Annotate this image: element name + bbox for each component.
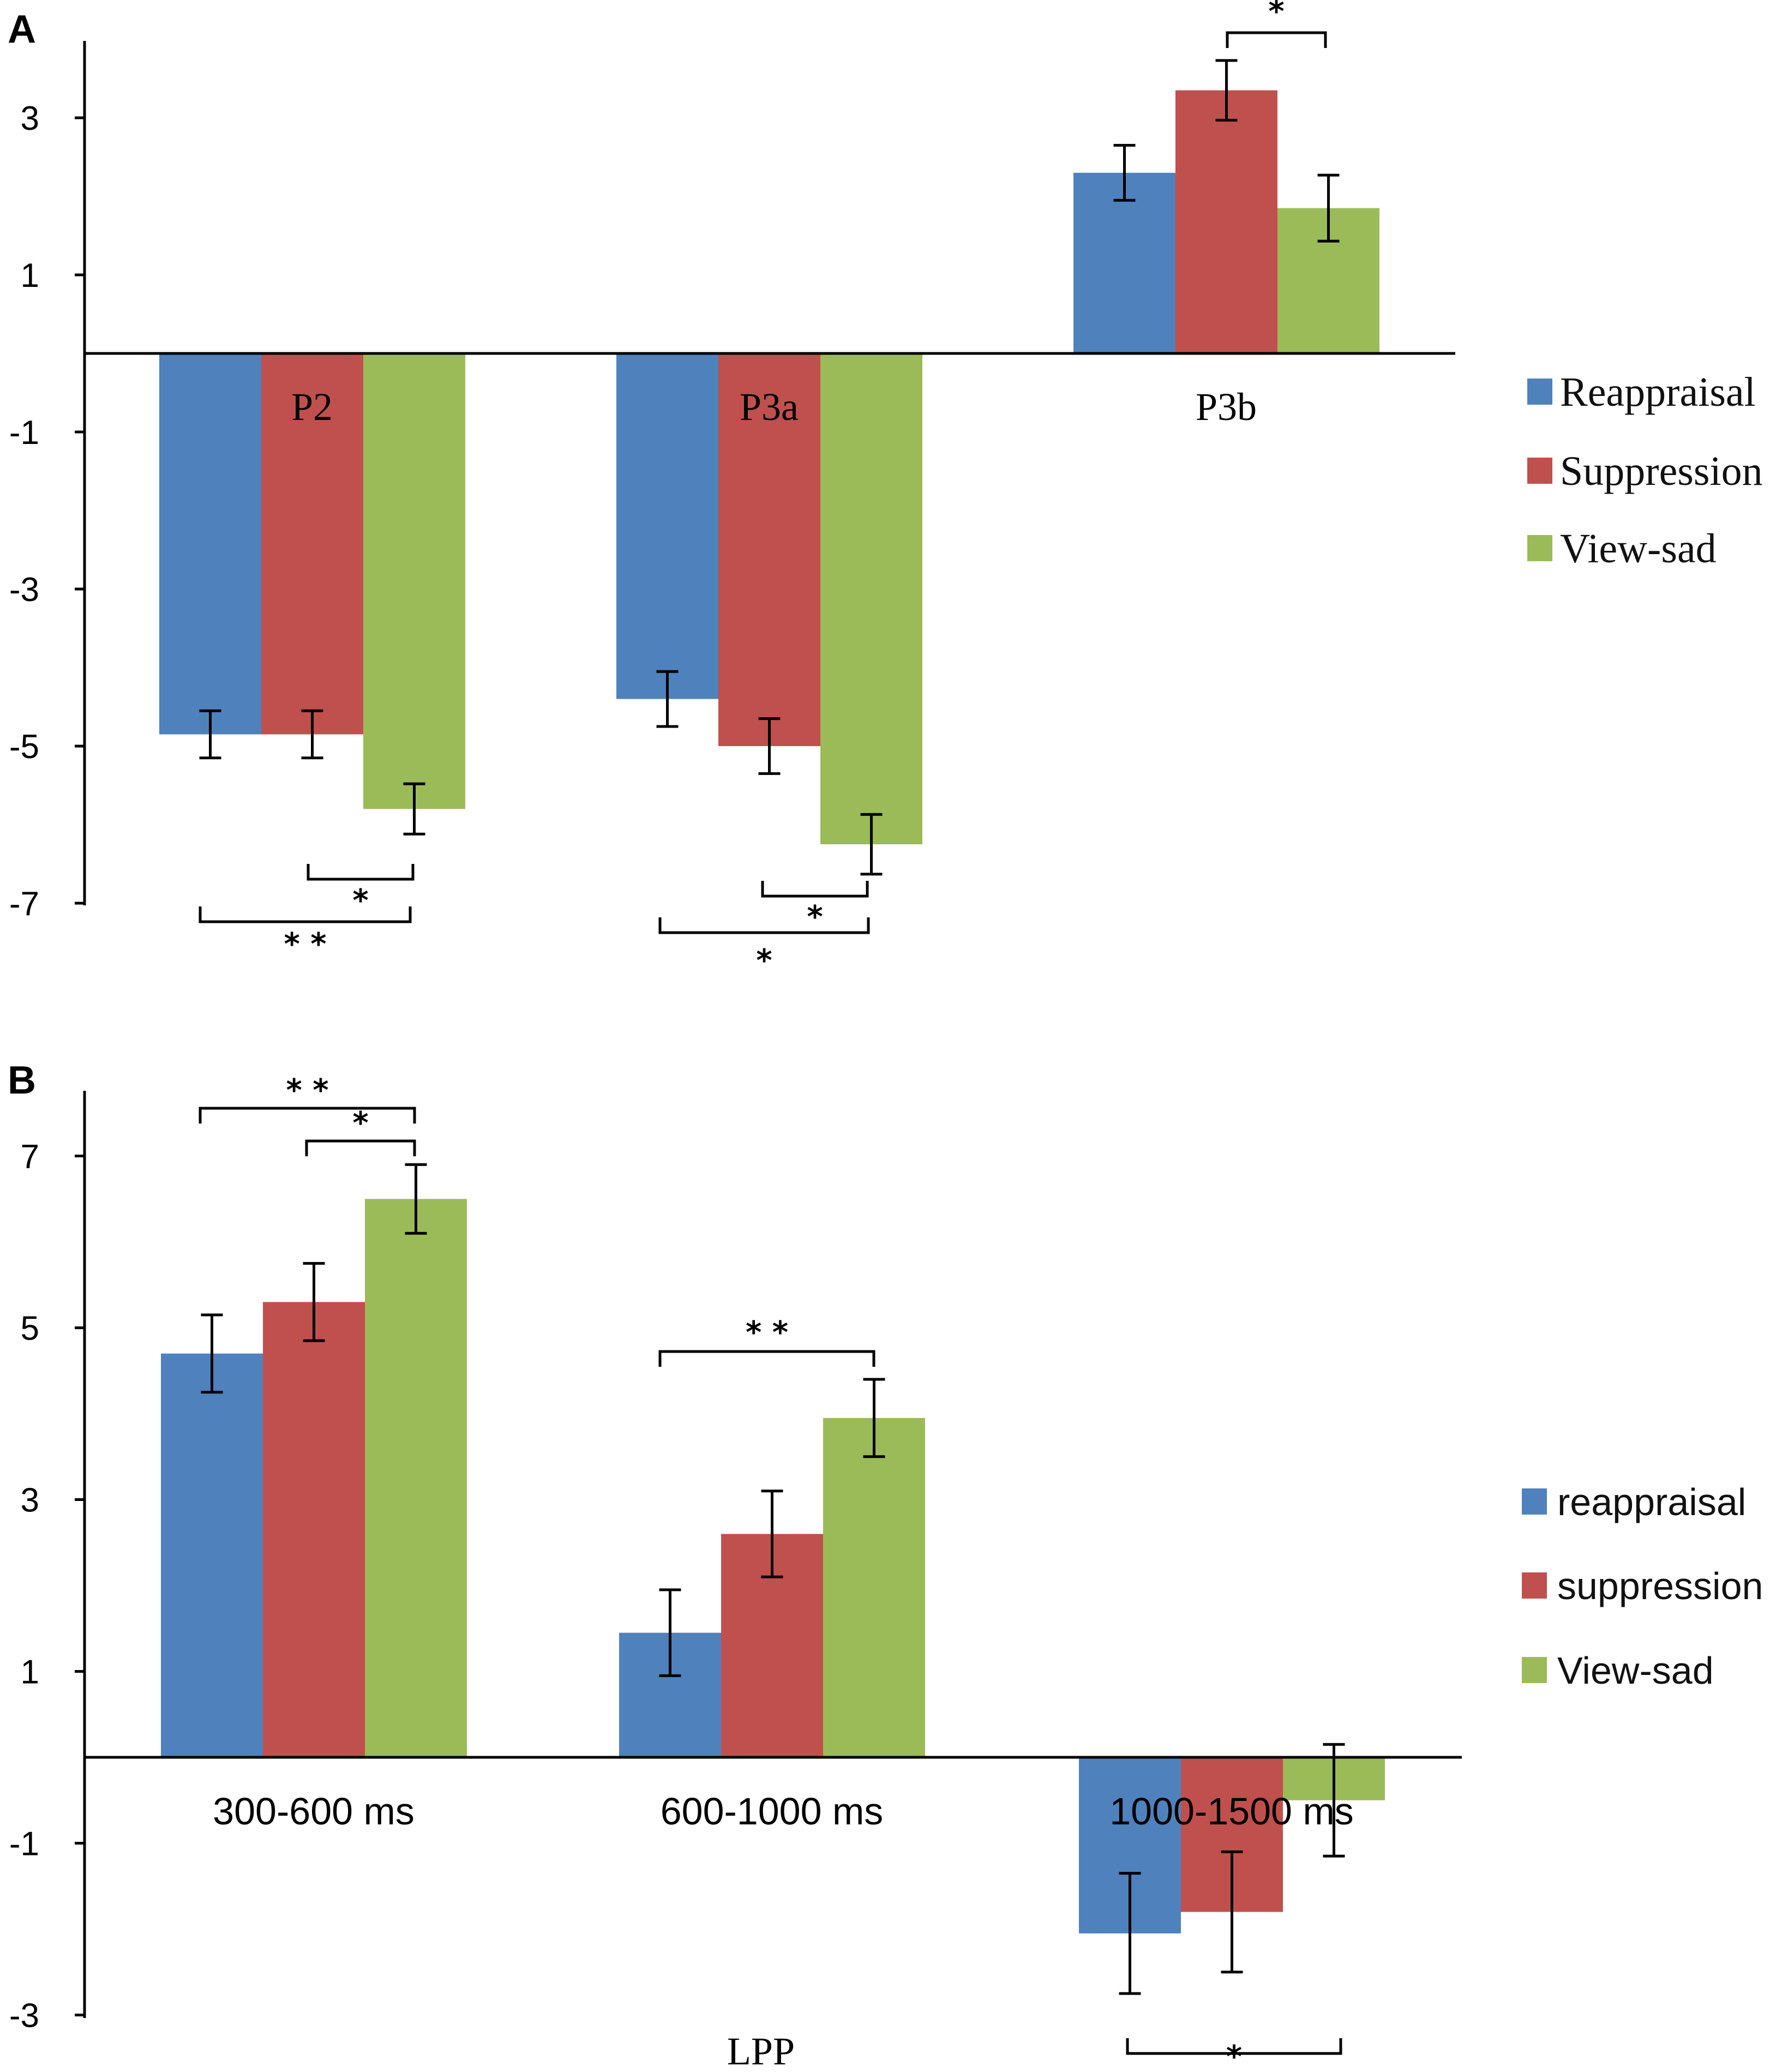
y-tick-label: -7 [9, 885, 39, 923]
panel-a: A 3 1 -1 -3 -5 -7 P2 P3a P3b * * * * * * Reappraisal Sup… [8, 0, 1763, 978]
bar-suppression-2 [718, 353, 820, 746]
category-label: 300-600 ms [213, 1790, 415, 1833]
significance-bracket [305, 1139, 416, 1156]
x-axis-label: LPP [727, 2029, 795, 2072]
significance-bracket [1226, 31, 1327, 48]
panel-letter-b: B [8, 1059, 36, 1102]
legend: Reappraisal Suppression View-sad [1527, 369, 1763, 572]
legend-swatch-reappraisal [1522, 1488, 1547, 1515]
error-bar [1215, 59, 1238, 122]
error-bar [405, 1163, 427, 1235]
bar-reappraisal-2 [616, 353, 718, 699]
bar-suppression-3 [1175, 90, 1277, 353]
significance-marker: * [1226, 2039, 1242, 2072]
significance-bracket [307, 864, 415, 881]
y-tick-label: 3 [21, 1482, 39, 1520]
significance-bracket [761, 881, 869, 898]
error-bar [758, 717, 781, 775]
y-tick-label: -1 [9, 1825, 39, 1863]
panel-letter-a: A [8, 8, 36, 51]
bar-view-sad-1 [363, 353, 465, 809]
bar-suppression-1 [261, 353, 363, 735]
legend-label-suppression: suppression [1557, 1565, 1763, 1607]
error-bar [1119, 1872, 1141, 1995]
significance-marker: * * [746, 1315, 788, 1350]
legend-label-view-sad: View-sad [1560, 526, 1717, 572]
y-tick-label: -3 [9, 571, 39, 609]
significance-bracket [658, 917, 870, 934]
significance-bracket [199, 1107, 416, 1124]
legend-label-reappraisal: reappraisal [1557, 1481, 1746, 1523]
y-tick-label: 1 [21, 1654, 39, 1691]
category-label: 1000-1500 ms [1109, 1790, 1354, 1833]
error-bar [656, 670, 679, 728]
bar-reappraisal-1 [161, 1353, 263, 1757]
bar-view-sad-2 [820, 353, 922, 844]
legend-swatch-view-sad [1522, 1657, 1547, 1683]
error-bar [199, 709, 221, 760]
category-label: P3b [1196, 385, 1257, 429]
significance-marker: * [807, 899, 823, 935]
error-bar [303, 1262, 325, 1342]
bar-reappraisal-1 [159, 353, 261, 735]
error-bar [761, 1490, 783, 1578]
legend-swatch-suppression [1527, 458, 1552, 484]
significance-marker: * [352, 883, 368, 918]
y-tick-label: -5 [9, 728, 39, 766]
legend-label-suppression: Suppression [1560, 448, 1763, 494]
significance-bracket [658, 1350, 875, 1367]
error-bar [201, 1313, 223, 1394]
panel-b: B 7 5 3 1 -1 -3 300-600 ms 600-1000 ms 1000-1500 … [8, 1059, 1763, 2072]
significance-bracket [199, 906, 412, 923]
error-bar [863, 1378, 885, 1458]
category-label: P2 [291, 385, 333, 429]
legend-label-view-sad: View-sad [1557, 1649, 1714, 1692]
bar-suppression-1 [263, 1302, 365, 1757]
y-tick-label: 1 [21, 257, 39, 295]
y-tick-label: 7 [21, 1138, 39, 1176]
error-bar [1221, 1850, 1243, 1974]
legend-label-reappraisal: Reappraisal [1560, 369, 1756, 415]
error-bar [403, 782, 425, 836]
error-bar [1323, 1743, 1345, 1858]
significance-marker: * [352, 1106, 368, 1141]
significance-marker: * [756, 943, 772, 978]
category-label: 600-1000 ms [661, 1790, 884, 1833]
significance-marker: * * [284, 927, 326, 962]
significance-marker: * * [286, 1073, 328, 1108]
legend-swatch-view-sad [1527, 535, 1552, 561]
legend: reappraisal suppression View-sad [1522, 1481, 1763, 1692]
significance-bracket [1126, 2038, 1342, 2055]
bar-view-sad-1 [365, 1199, 467, 1757]
y-tick-label: 3 [21, 100, 39, 137]
y-tick-label: -1 [9, 414, 39, 452]
y-tick-label: -3 [9, 1997, 39, 2035]
legend-swatch-reappraisal [1527, 379, 1552, 405]
error-bar [301, 709, 323, 760]
error-bar [860, 813, 883, 876]
error-bar [659, 1588, 681, 1677]
y-tick-label: 5 [21, 1310, 39, 1348]
category-label: P3a [740, 385, 799, 429]
bar-view-sad-2 [823, 1418, 925, 1757]
error-bar [1113, 143, 1136, 202]
legend-swatch-suppression [1522, 1572, 1547, 1599]
bar-reappraisal-3 [1073, 172, 1175, 353]
error-bar [1317, 173, 1340, 243]
significance-marker: * [1268, 0, 1284, 29]
